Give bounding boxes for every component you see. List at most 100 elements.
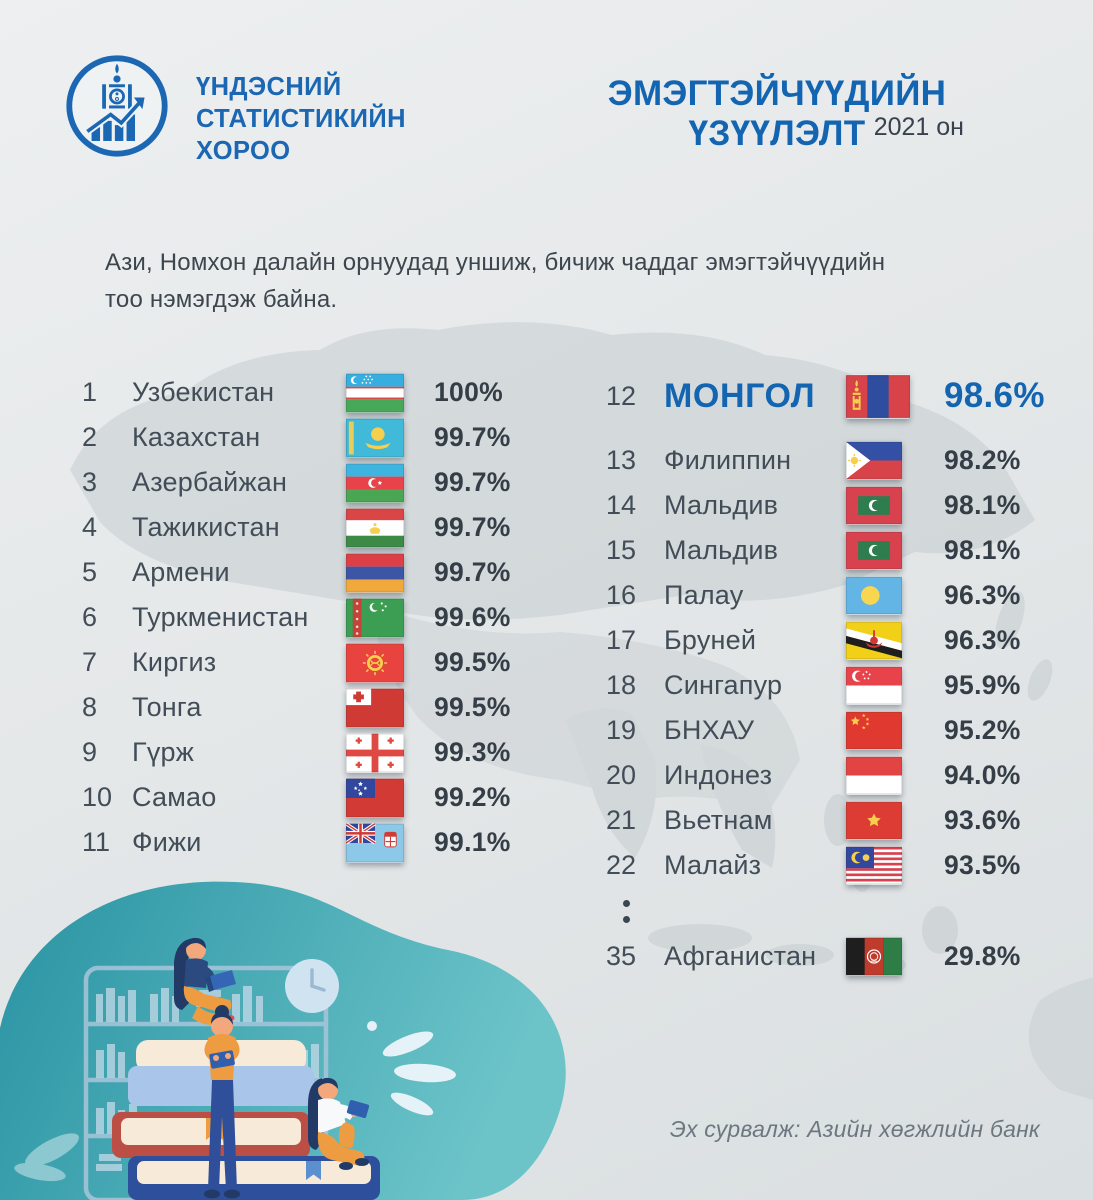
flag-maldives-icon: [846, 486, 944, 525]
flag-afghanistan-icon: [846, 937, 944, 976]
flag-malaysia-icon: [846, 846, 944, 885]
list-item: 20 Индонез 94.0%: [606, 753, 1066, 798]
flag-tajikistan-icon: [346, 508, 434, 548]
literacy-value: 99.7%: [434, 512, 511, 542]
rank-number: 22: [606, 850, 637, 880]
literacy-value: 29.8%: [944, 941, 1021, 971]
clock-icon: [285, 959, 339, 1013]
list-item: 15 Мальдив 98.1%: [606, 528, 1066, 573]
reading-women-illustration: [0, 881, 566, 1200]
ranking-list-left: 1 Узбекистан 100% 2 Казахстан 99.7% 3 Азербайжа…: [82, 370, 512, 865]
rank-number: 21: [606, 805, 637, 835]
rank-number: 14: [606, 490, 637, 520]
list-item: 35 Афганистан 29.8%: [606, 934, 1066, 979]
list-item: 7 Киргиз 99.5%: [82, 640, 512, 685]
flag-china-icon: [846, 711, 944, 750]
flag-uzbekistan-icon: [346, 373, 434, 413]
intro-line2: тоо нэмэгдэж байна.: [105, 286, 338, 314]
rank-number: 3: [82, 467, 98, 497]
country-name: Мальдив: [664, 535, 779, 565]
literacy-value: 94.0%: [944, 760, 1021, 790]
literacy-value: 93.5%: [944, 850, 1021, 880]
rank-number: 7: [82, 647, 98, 677]
country-name: Сингапур: [664, 670, 783, 700]
country-name: БНХАУ: [664, 715, 755, 745]
year-label: 2021 он: [873, 113, 964, 141]
list-item: 22 Малайз 93.5%: [606, 843, 1066, 888]
flag-indonesia-icon: [846, 756, 944, 795]
country-name: Тажикистан: [132, 512, 280, 542]
rank-number: 16: [606, 580, 637, 610]
page-title: ЭМЭГТЭЙЧҮҮДИЙН ҮЗҮҮЛЭЛТ: [607, 74, 947, 153]
ellipsis-dot: [623, 915, 630, 923]
flag-armenia-icon: [346, 553, 434, 593]
literacy-value: 95.9%: [944, 670, 1021, 700]
flag-georgia-icon: [346, 733, 434, 773]
literacy-value: 95.2%: [944, 715, 1021, 745]
list-item: 16 Палау 96.3%: [606, 573, 1066, 618]
literacy-value: 99.1%: [434, 827, 511, 857]
literacy-value: 98.1%: [944, 490, 1021, 520]
literacy-value: 99.6%: [434, 602, 511, 632]
rank-number: 2: [82, 422, 98, 452]
woman-standing-reading: [204, 1005, 240, 1199]
ellipsis-dot: [623, 899, 630, 907]
intro-text: Ази, Номхон далайн орнуудад уншиж, бичиж…: [105, 244, 1005, 318]
woman-sitting-reading: [308, 1077, 370, 1170]
literacy-value: 99.7%: [434, 422, 511, 452]
list-item: 18 Сингапур 95.9%: [606, 663, 1066, 708]
org-name-line3: ХОРОО: [196, 137, 291, 166]
org-name-line1: ҮНДЭСНИЙ: [196, 73, 342, 101]
literacy-value: 99.3%: [434, 737, 511, 767]
flag-singapore-icon: [846, 666, 944, 705]
rank-number: 8: [82, 692, 98, 722]
rank-number: 11: [82, 827, 111, 857]
rank-number: 20: [606, 760, 637, 790]
country-name: Киргиз: [132, 647, 217, 677]
flag-samoa-icon: [346, 778, 434, 818]
list-item-highlight-mongolia: 12 МОНГОЛ 98.6%: [606, 362, 1066, 430]
rank-number: 13: [606, 445, 637, 475]
rank-number: 35: [606, 941, 637, 971]
list-item: 14 Мальдив 98.1%: [606, 483, 1066, 528]
country-name: Вьетнам: [664, 805, 773, 835]
literacy-value: 96.3%: [944, 580, 1021, 610]
book-stack: [112, 1040, 380, 1200]
flag-kyrgyzstan-icon: [346, 643, 434, 683]
literacy-value: 99.2%: [434, 782, 511, 812]
flag-philippines-icon: [846, 441, 944, 480]
list-item: 4 Тажикистан 99.7%: [82, 505, 512, 550]
country-name: Тонга: [132, 692, 202, 722]
rank-number: 6: [82, 602, 98, 632]
shelf-books: [96, 986, 319, 1171]
nso-logo: [64, 53, 170, 159]
flag-tonga-icon: [346, 688, 434, 728]
org-name: ҮНДЭСНИЙ СТАТИСТИКИЙН ХОРОО: [196, 71, 406, 167]
literacy-value: 96.3%: [944, 625, 1021, 655]
list-item: 3 Азербайжан 99.7%: [82, 460, 512, 505]
flag-mongolia-icon: [846, 374, 944, 419]
source-credit: Эх сурвалж: Азийн хөгжлийн банк: [669, 1116, 1040, 1142]
flag-fiji-icon: [346, 822, 434, 863]
literacy-value: 100%: [434, 377, 503, 407]
list-item: 6 Туркменистан 99.6%: [82, 595, 512, 640]
literacy-value: 99.7%: [434, 467, 511, 497]
flag-kazakhstan-icon: [346, 418, 434, 458]
literacy-value: 98.6%: [944, 376, 1045, 415]
country-name: Азербайжан: [132, 467, 288, 497]
list-item: 17 Бруней 96.3%: [606, 618, 1066, 663]
country-name: Туркменистан: [132, 602, 309, 632]
list-item: 9 Гүрж 99.3%: [82, 730, 512, 775]
list-item: 11 Фижи 99.1%: [82, 820, 512, 865]
literacy-value: 93.6%: [944, 805, 1021, 835]
flag-turkmenistan-icon: [346, 598, 434, 638]
country-name: Афганистан: [664, 941, 817, 971]
flag-azerbaijan-icon: [346, 463, 434, 503]
country-name: Мальдив: [664, 490, 779, 520]
rank-ellipsis: [606, 888, 1066, 934]
list-item: 21 Вьетнам 93.6%: [606, 798, 1066, 843]
nso-logo-icon: [66, 55, 168, 157]
rank-number: 12: [606, 380, 637, 411]
ranking-list-right: 12 МОНГОЛ 98.6% 13 Филиппин 98.2% 14 Мальдив 98.…: [606, 362, 1066, 979]
country-name: МОНГОЛ: [664, 376, 816, 415]
